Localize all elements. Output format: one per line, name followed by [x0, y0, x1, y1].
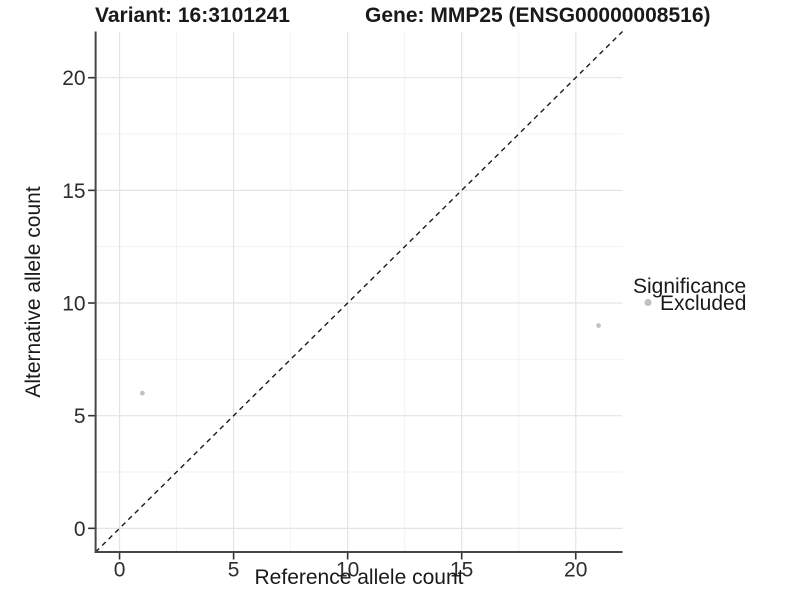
x-tick-label: 5 — [228, 559, 240, 582]
y-axis-label: Alternative allele count — [22, 186, 45, 397]
y-tick-label: 10 — [62, 293, 85, 316]
plot-title-variant: Variant: 16:3101241 — [95, 4, 290, 27]
y-tick-label: 0 — [74, 518, 86, 541]
x-tick-label: 20 — [564, 559, 587, 582]
legend-item-label-excluded: Excluded — [660, 292, 746, 315]
x-tick-label: 10 — [336, 559, 359, 582]
plot-panel: 0 5 10 15 20 0 5 10 15 20 — [62, 31, 623, 582]
y-tick-label: 20 — [62, 67, 85, 90]
data-point — [596, 323, 601, 328]
y-tick-label: 5 — [74, 405, 86, 428]
y-tick-label: 15 — [62, 180, 85, 203]
x-axis-label: Reference allele count — [255, 566, 464, 589]
legend-title: Significance — [633, 275, 746, 298]
plot-title-gene: Gene: MMP25 (ENSG00000008516) — [365, 4, 711, 27]
data-point — [139, 390, 145, 396]
x-tick-label: 0 — [114, 559, 126, 582]
x-tick-label: 15 — [450, 559, 473, 582]
identity-dashed-line — [95, 31, 623, 553]
legend-marker-excluded-icon — [644, 298, 652, 307]
legend: Significance Excluded — [633, 275, 746, 315]
